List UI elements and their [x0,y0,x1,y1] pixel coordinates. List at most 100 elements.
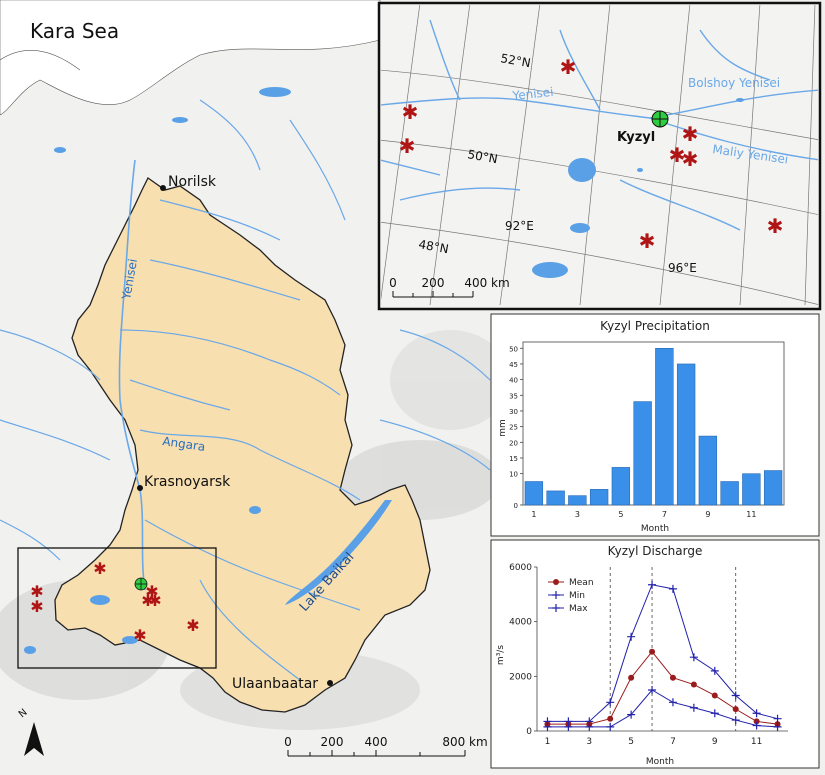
precip-bar [676,363,696,506]
discharge-point-max [668,584,677,593]
discharge-point-max [731,691,740,700]
legend-marker-max [552,604,560,612]
precip-bar [611,467,631,506]
discharge-point-mean [732,706,739,713]
discharge-point-min [689,703,698,712]
precip-ytick-label: 40 [509,377,518,385]
graticule-label-92e: 92°E [505,219,534,233]
scale-tick-label: 200 [422,276,445,290]
discharge-point-max [564,717,573,726]
inset-map: 52°N 50°N 48°N 92°E 96°E Yenisei Bolshoy… [377,1,822,311]
inset-rivers [381,19,818,231]
station-icon: ✱ [639,229,656,253]
discharge-series-line-mean [547,650,778,725]
precip-ytick-label: 20 [509,439,518,447]
river-label-angara: Angara [162,434,207,454]
precip-bar [698,435,718,506]
discharge-ytick-label: 4000 [509,618,532,628]
station-icon: ✱ [141,591,154,610]
precip-bar [720,481,739,506]
inset-extent-box [17,547,217,669]
precip-xtick-label: 1 [531,510,536,519]
graticule-label-52n: 52°N [499,51,531,70]
precip-bar [655,348,674,506]
graticule-label-48n: 48°N [417,237,449,256]
station-icon: ✱ [682,122,699,146]
graticule-label-50n: 50°N [466,147,498,166]
discharge-point-min [752,721,761,730]
main-scale-bar: 0 200 400 800 km [284,735,488,757]
precip-xlabel: Month [641,524,669,534]
discharge-point-max [689,653,698,662]
discharge-point-min [731,716,740,725]
scale-tick-label: 400 [365,735,388,749]
discharge-point-min [648,686,657,694]
station-icon: ✱ [402,100,419,124]
lakes [24,87,392,654]
discharge-point-min [668,698,677,707]
legend-marker-mean [553,579,559,585]
city-marker-ulaanbaatar [327,680,333,686]
station-icon: ✱ [186,616,199,635]
precip-ytick-label: 10 [509,471,518,479]
discharge-point-max [773,714,782,723]
discharge-point-min [710,709,719,718]
precip-ylabel: mm [498,419,508,437]
station-icon: ✱ [767,214,784,238]
discharge-point-mean [711,692,718,699]
discharge-point-mean [607,715,614,722]
discharge-xtick-label: 9 [712,737,718,747]
station-icon: ✱ [145,582,158,601]
discharge-xtick-label: 7 [670,737,676,747]
yenisei-basin [54,177,431,713]
station-icon: ✱ [93,559,106,578]
station-icon: ✱ [669,143,686,167]
precip-chart: Kyzyl Precipitation 01015202530354045501… [490,313,820,537]
lake-baikal [285,500,392,605]
discharge-point-max [648,580,657,589]
discharge-xtick-label: 3 [586,737,592,747]
precip-bar [589,489,609,506]
discharge-point-min [627,710,636,719]
stations-inset: ✱ ✱ ✱ ✱ ✱ ✱ ✱ ✱ [399,55,784,253]
precip-ytick-label: 30 [509,408,518,416]
precip-xtick-label: 9 [705,510,710,519]
rivers [0,99,491,681]
inset-graticule [381,5,818,306]
legend-label-max: Max [569,604,588,614]
station-icon: ✱ [133,626,146,645]
precip-ytick-label: 0 [514,502,518,510]
discharge-plot-area: 0 2000 4000 6000 1 3 5 7 9 11 Mean Min Max [509,563,788,747]
station-icon: ✱ [30,582,43,601]
graticule-label-96e: 96°E [668,261,697,275]
precip-bar [568,495,587,506]
coastline [0,50,81,71]
discharge-xlabel: Month [646,757,674,767]
precip-bar [524,481,544,506]
discharge-xtick-label: 5 [628,737,634,747]
inset-lakes [532,98,744,278]
discharge-point-mean [669,674,676,681]
city-marker-krasnoyarsk [137,485,143,491]
precip-bar [546,490,565,506]
city-marker-norilsk [160,185,166,191]
inset-river-label-yenisei: Yenisei [511,85,554,103]
discharge-point-max [543,717,552,726]
precip-xtick-label: 3 [575,510,580,519]
discharge-point-mean [628,674,635,681]
precip-bar [763,470,783,506]
discharge-chart: Kyzyl Discharge 0 2000 4000 6000 1 3 5 7 9 11 Mean… [490,539,820,769]
city-label-norilsk: Norilsk [168,174,217,190]
station-icon: ✱ [30,597,43,616]
discharge-title: Kyzyl Discharge [608,544,703,558]
kyzyl-marker-inset [651,110,669,128]
station-icon: ✱ [560,55,577,79]
discharge-ytick-label: 2000 [509,672,532,682]
station-icon: ✱ [148,591,161,610]
precip-xtick-label: 5 [618,510,623,519]
station-icon: ✱ [399,134,416,158]
precip-ytick-label: 45 [509,361,518,369]
discharge-point-mean [690,681,697,688]
precip-bar [633,401,652,506]
scale-tick-label: 400 km [464,276,509,290]
